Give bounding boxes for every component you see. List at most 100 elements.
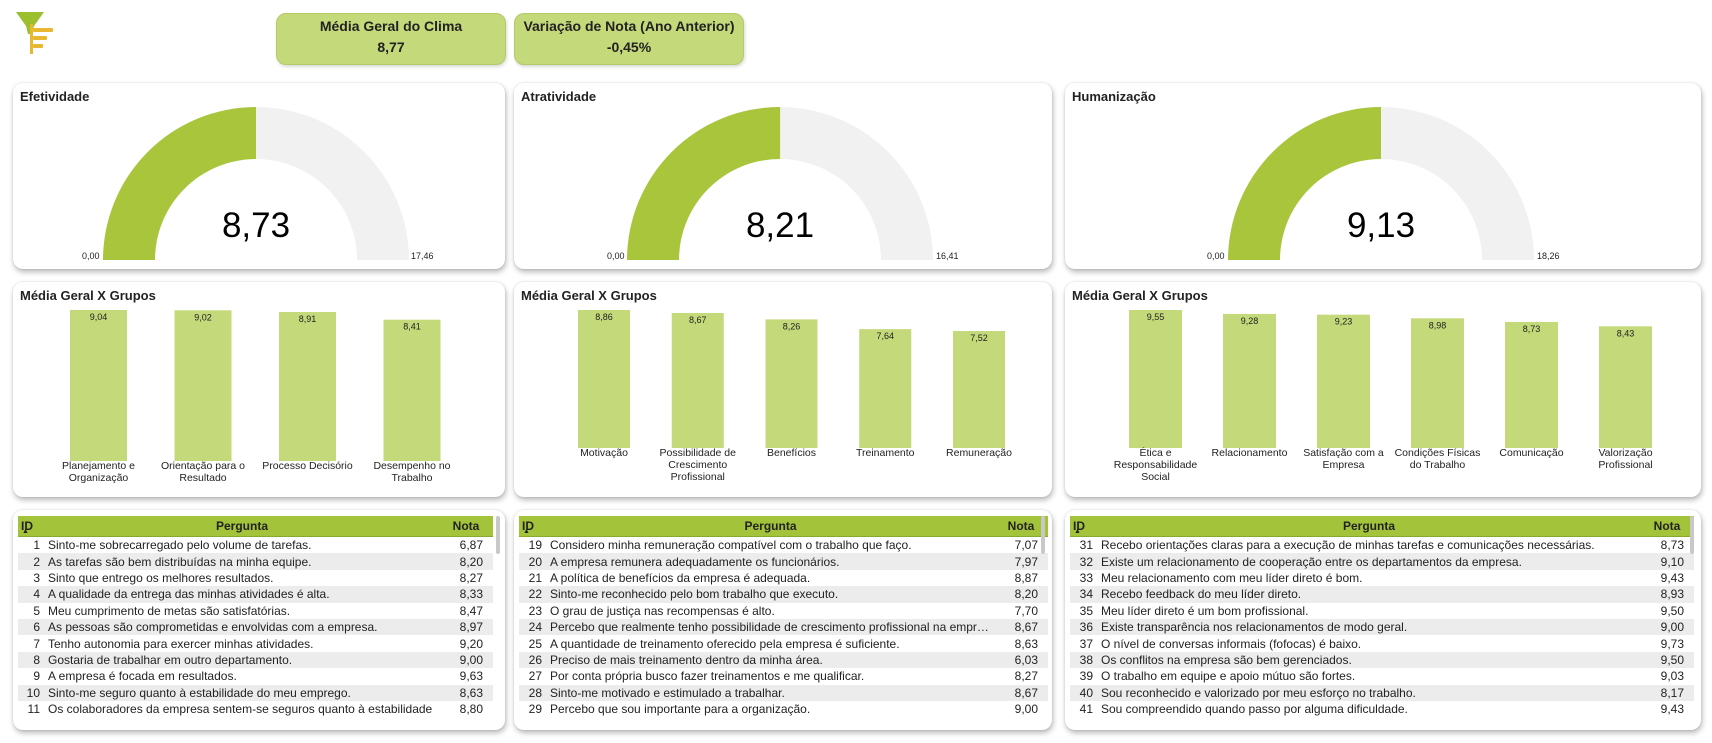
table-row[interactable]: 39 O trabalho em equipe e apoio mútuo são… bbox=[1070, 668, 1694, 684]
table-row[interactable]: 24 Percebo que realmente tenho possibilid… bbox=[519, 618, 1048, 636]
bar[interactable] bbox=[70, 310, 127, 461]
table-row[interactable]: 23 O grau de justiça nas recompensas é al… bbox=[519, 603, 1048, 619]
table-row[interactable]: 20 A empresa remunera adequadamente os fu… bbox=[519, 553, 1048, 570]
bar[interactable] bbox=[859, 329, 912, 448]
sort-ascending-icon[interactable]: ▲ bbox=[22, 528, 29, 535]
bar[interactable] bbox=[1223, 313, 1276, 448]
row-score: 6,03 bbox=[994, 651, 1048, 669]
row-score: 9,43 bbox=[1660, 570, 1684, 585]
table-row[interactable]: 41 Sou compreendido quando passo por algu… bbox=[1070, 701, 1694, 717]
table-row[interactable]: 11 Os colaboradores da empresa sentem-se … bbox=[18, 701, 493, 717]
row-id: 23 bbox=[528, 603, 542, 618]
table-row[interactable]: 35 Meu líder direto é um bom profissional… bbox=[1070, 603, 1694, 619]
column-header-id[interactable]: ID ▲ bbox=[519, 516, 547, 537]
sort-ascending-icon[interactable]: ▲ bbox=[1074, 528, 1081, 535]
kpi-title: Variação de Nota (Ano Anterior) bbox=[523, 18, 735, 34]
row-score: 6,87 bbox=[459, 538, 483, 553]
table-row[interactable]: 9 A empresa é focada em resultados. 9,63 bbox=[18, 668, 493, 684]
bar[interactable] bbox=[174, 310, 232, 461]
table-row[interactable]: 28 Sinto-me motivado e estimulado a traba… bbox=[519, 684, 1048, 701]
gauge-fill[interactable] bbox=[103, 107, 256, 260]
row-score: 8,27 bbox=[459, 570, 483, 585]
chart-title: Média Geral X Grupos bbox=[521, 288, 657, 303]
row-score: 8,87 bbox=[1014, 570, 1038, 585]
bar[interactable] bbox=[953, 331, 1005, 448]
bar[interactable] bbox=[765, 319, 818, 448]
sort-ascending-icon[interactable]: ▲ bbox=[523, 528, 530, 535]
table-row[interactable]: 5 Meu cumprimento de metas são satisfatór… bbox=[18, 603, 493, 619]
bar-chart: 9,04 Planejamento e Organização 9,02 Orienta… bbox=[62, 310, 451, 484]
bar-data-label: 8,26 bbox=[783, 321, 801, 331]
table-row[interactable]: 37 O nível de conversas informais (fofoca… bbox=[1070, 635, 1694, 651]
gauge-fill[interactable] bbox=[627, 107, 781, 261]
table-row[interactable]: 25 A quantidade de treinamento oferecido … bbox=[519, 635, 1048, 651]
table-row[interactable]: 8 Gostaria de trabalhar em outro departam… bbox=[18, 651, 493, 669]
bar[interactable] bbox=[383, 319, 441, 461]
table-row[interactable]: 40 Sou reconhecido e valorizado por meu e… bbox=[1070, 684, 1694, 701]
gauge-value: 8,73 bbox=[221, 206, 291, 245]
row-id: 27 bbox=[528, 669, 542, 684]
column-header-id[interactable]: ID ▲ bbox=[1070, 516, 1098, 537]
row-score: 8,80 bbox=[459, 702, 483, 717]
questions-table-grid: ID ▲ Pergunta Nota 1 Sinto-me sobrecarrega… bbox=[18, 516, 493, 717]
row-score: 9,00 bbox=[1014, 702, 1038, 717]
table-row[interactable]: 3 Sinto que entrego os melhores resultado… bbox=[18, 570, 493, 586]
category-label: Motivação bbox=[580, 447, 628, 459]
bar[interactable] bbox=[1411, 318, 1464, 448]
table-row[interactable]: 36 Existe transparência nos relacionament… bbox=[1070, 618, 1694, 636]
row-question: A empresa é focada em resultados. bbox=[48, 669, 237, 684]
table-row[interactable]: 22 Sinto-me reconhecido pelo bom trabalho… bbox=[519, 586, 1048, 603]
table-row[interactable]: 21 A política de benefícios da empresa é … bbox=[519, 570, 1048, 586]
bar-data-label: 8,86 bbox=[595, 312, 613, 322]
row-id: 6 bbox=[18, 618, 45, 636]
bar[interactable] bbox=[578, 310, 630, 448]
scrollbar[interactable] bbox=[496, 516, 500, 554]
row-id: 1 bbox=[33, 538, 40, 553]
bar[interactable] bbox=[1129, 310, 1182, 448]
table-row[interactable]: 26 Preciso de mais treinamento dentro da … bbox=[519, 651, 1048, 669]
gauge-chart bbox=[627, 107, 933, 261]
scrollbar[interactable] bbox=[1041, 516, 1045, 554]
table-row[interactable]: 2 As tarefas são bem distribuídas na minh… bbox=[18, 553, 493, 570]
table-row[interactable]: 33 Meu relacionamento com meu líder diret… bbox=[1070, 570, 1694, 586]
table-row[interactable]: 32 Existe um relacionamento de cooperação… bbox=[1070, 553, 1694, 570]
column-header-nota[interactable]: Nota bbox=[994, 516, 1048, 537]
table-row[interactable]: 31 Recebo orientações claras para a execu… bbox=[1070, 537, 1694, 554]
table-row[interactable]: 34 Recebo feedback do meu líder direto. 8,… bbox=[1070, 586, 1694, 603]
column-header-nota[interactable]: Nota bbox=[439, 516, 493, 537]
table-row[interactable]: 27 Por conta própria busco fazer treiname… bbox=[519, 668, 1048, 684]
row-question: Considero minha remuneração compatível c… bbox=[550, 538, 912, 553]
column-header-pergunta[interactable]: Pergunta bbox=[1098, 516, 1640, 537]
scrollbar[interactable] bbox=[1690, 516, 1694, 554]
row-score: 9,03 bbox=[1660, 669, 1684, 684]
row-score: 8,63 bbox=[439, 684, 493, 701]
column-header-pergunta[interactable]: Pergunta bbox=[547, 516, 994, 537]
gauge-fill[interactable] bbox=[1228, 107, 1381, 260]
row-question: Sinto-me motivado e estimulado a trabalh… bbox=[547, 684, 994, 701]
row-score: 7,07 bbox=[1014, 538, 1038, 553]
column-header-nota[interactable]: Nota bbox=[1640, 516, 1694, 537]
row-id: 25 bbox=[528, 636, 542, 651]
table-row[interactable]: 38 Os conflitos na empresa são bem gerenc… bbox=[1070, 651, 1694, 669]
bar[interactable] bbox=[1599, 326, 1652, 448]
row-score: 9,00 bbox=[1640, 618, 1694, 636]
bar[interactable] bbox=[279, 312, 336, 461]
bar[interactable] bbox=[671, 312, 724, 448]
row-score: 8,97 bbox=[439, 618, 493, 636]
column-header-id[interactable]: ID ▲ bbox=[18, 516, 45, 537]
gauge-title: Efetividade bbox=[20, 89, 90, 104]
table-row[interactable]: 7 Tenho autonomia para exercer minhas ati… bbox=[18, 635, 493, 651]
category-label: Planejamento e Organização bbox=[62, 460, 135, 484]
table-row[interactable]: 19 Considero minha remuneração compatível… bbox=[519, 537, 1048, 554]
bar[interactable] bbox=[1505, 321, 1558, 448]
table-row[interactable]: 6 As pessoas são comprometidas e envolvid… bbox=[18, 618, 493, 636]
category-label: Possibilidade de Crescimento Profissional bbox=[660, 447, 737, 483]
bar[interactable] bbox=[1317, 314, 1370, 448]
table-row[interactable]: 1 Sinto-me sobrecarregado pelo volume de … bbox=[18, 537, 493, 554]
column-header-pergunta[interactable]: Pergunta bbox=[45, 516, 439, 537]
table-row[interactable]: 29 Percebo que sou importante para a orga… bbox=[519, 701, 1048, 717]
row-id: 5 bbox=[33, 603, 40, 618]
row-score: 8,93 bbox=[1640, 586, 1694, 603]
table-row[interactable]: 10 Sinto-me seguro quanto à estabilidade … bbox=[18, 684, 493, 701]
